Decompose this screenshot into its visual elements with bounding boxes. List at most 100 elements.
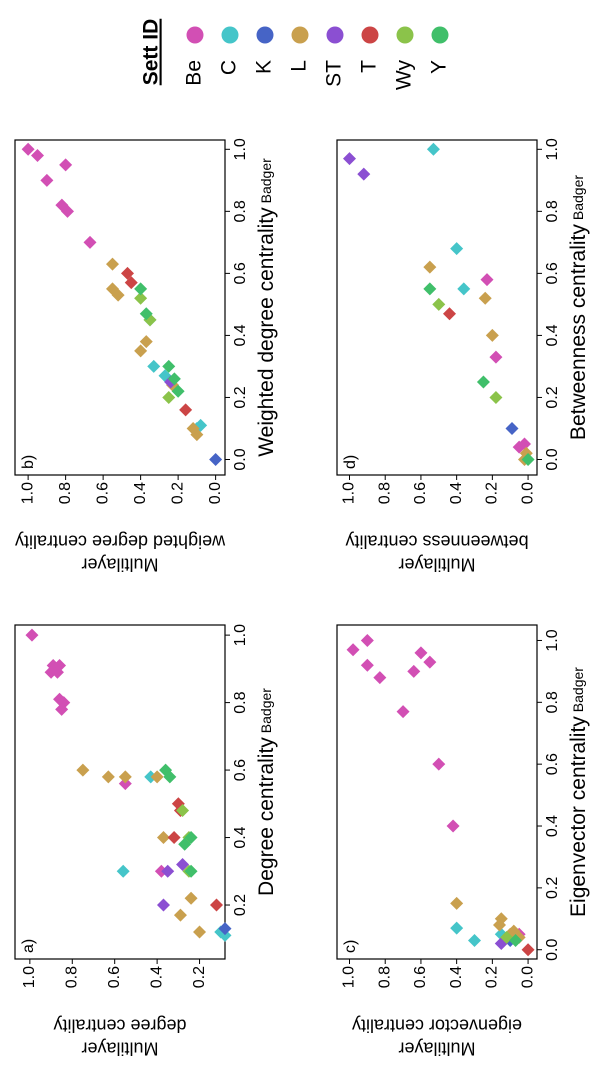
y-axis-title: Multilayer — [398, 554, 475, 574]
data-point — [423, 260, 437, 274]
y-tick-label: 0.4 — [448, 966, 465, 988]
legend-swatch — [291, 26, 309, 44]
data-point — [40, 173, 54, 187]
x-axis-title-sub: Badger — [570, 667, 586, 712]
x-axis-title-main: Eigenvector centrality — [567, 716, 590, 917]
data-point — [407, 664, 421, 678]
data-point — [357, 167, 371, 181]
data-point — [31, 149, 44, 163]
x-axis-title: Weighted degree centrality Badger — [255, 158, 278, 457]
y-tick-label: 0.6 — [412, 482, 429, 504]
y-axis-title: weighted degree centrality — [15, 531, 226, 551]
y-tick-label: 1.0 — [21, 966, 38, 988]
x-tick-label: 0.4 — [544, 815, 561, 837]
data-point — [53, 692, 67, 706]
data-point — [176, 804, 190, 818]
data-point — [163, 770, 177, 784]
y-axis-title: Multilayer — [398, 1038, 475, 1058]
data-point — [134, 282, 148, 296]
plot-frame — [336, 624, 538, 960]
data-point — [457, 282, 471, 296]
data-point — [478, 291, 492, 305]
data-point — [139, 307, 153, 321]
data-point — [61, 204, 74, 218]
data-point — [147, 359, 161, 373]
legend-swatch — [431, 26, 449, 44]
legend-label: T — [358, 60, 381, 73]
data-point — [426, 142, 440, 156]
data-point — [343, 152, 356, 166]
y-tick-label: 0.8 — [57, 482, 74, 504]
data-point — [25, 628, 39, 642]
data-point — [116, 864, 130, 878]
legend-label: ST — [323, 60, 346, 87]
y-axis-title: Multilayer — [81, 1038, 158, 1058]
data-point — [179, 403, 193, 417]
plot-frame — [14, 624, 226, 960]
x-axis-title: Degree centrality Badger — [255, 688, 278, 896]
x-axis-title-sub: Badger — [258, 158, 274, 203]
y-tick-label: 0.6 — [106, 966, 123, 988]
data-point — [134, 291, 148, 305]
data-point — [450, 921, 464, 935]
data-point — [423, 655, 437, 669]
data-point — [423, 282, 437, 296]
x-tick-label: 0.6 — [544, 753, 561, 775]
y-tick-label: 1.0 — [341, 482, 358, 504]
y-axis-title: eigenvector centrality — [352, 1015, 522, 1035]
data-point — [171, 384, 185, 398]
legend-swatch — [326, 26, 344, 44]
legend-swatch — [361, 26, 379, 44]
data-point — [173, 908, 187, 922]
legend-label: C — [218, 60, 241, 75]
x-axis-title-sub: Badger — [258, 688, 274, 733]
data-point — [83, 235, 97, 249]
data-point — [360, 658, 374, 672]
y-tick-label: 1.0 — [19, 482, 36, 504]
x-tick-label: 1.0 — [544, 629, 561, 651]
x-tick-label: 1.0 — [232, 138, 249, 160]
data-point — [124, 276, 138, 290]
x-tick-label: 0.8 — [232, 691, 249, 713]
y-tick-label: 0.2 — [191, 966, 208, 988]
data-point — [396, 705, 410, 719]
legend-label: Y — [428, 60, 451, 74]
x-tick-label: 0.4 — [232, 324, 249, 346]
y-tick-label: 0.0 — [207, 482, 224, 504]
x-tick-label: 0.8 — [544, 200, 561, 222]
y-tick-label: 0.4 — [132, 482, 149, 504]
x-tick-label: 0.2 — [544, 877, 561, 899]
data-point — [512, 440, 526, 454]
x-axis-title-sub: Badger — [570, 175, 586, 220]
data-point — [489, 350, 503, 364]
legend-label: K — [253, 60, 276, 74]
x-tick-label: 0.4 — [232, 826, 249, 848]
y-axis-title: betweenness centrality — [345, 531, 528, 551]
legend-swatch — [221, 26, 239, 44]
panel-label: c) — [342, 940, 359, 953]
data-point — [55, 702, 69, 716]
data-point — [489, 390, 503, 404]
data-point — [21, 142, 35, 156]
data-point — [139, 335, 153, 349]
data-point — [162, 390, 176, 404]
data-point — [468, 933, 481, 947]
x-tick-label: 0.2 — [232, 386, 249, 408]
data-point — [432, 297, 446, 311]
data-point — [59, 158, 73, 172]
y-axis-title: degree centrality — [53, 1015, 186, 1035]
panel-label: d) — [342, 455, 359, 469]
x-tick-label: 0.0 — [544, 939, 561, 961]
y-tick-label: 0.2 — [484, 482, 501, 504]
x-tick-label: 0.2 — [232, 894, 249, 916]
legend-title: Sett ID — [140, 19, 163, 86]
y-tick-label: 0.2 — [169, 482, 186, 504]
plot-frame — [14, 139, 226, 476]
data-point — [167, 372, 181, 386]
legend-swatch — [186, 26, 204, 44]
x-axis-title: Eigenvector centrality Badger — [567, 667, 590, 917]
panel-label: b) — [20, 455, 37, 469]
x-tick-label: 0.0 — [544, 448, 561, 470]
x-axis-title-main: Weighted degree centrality — [255, 207, 278, 457]
